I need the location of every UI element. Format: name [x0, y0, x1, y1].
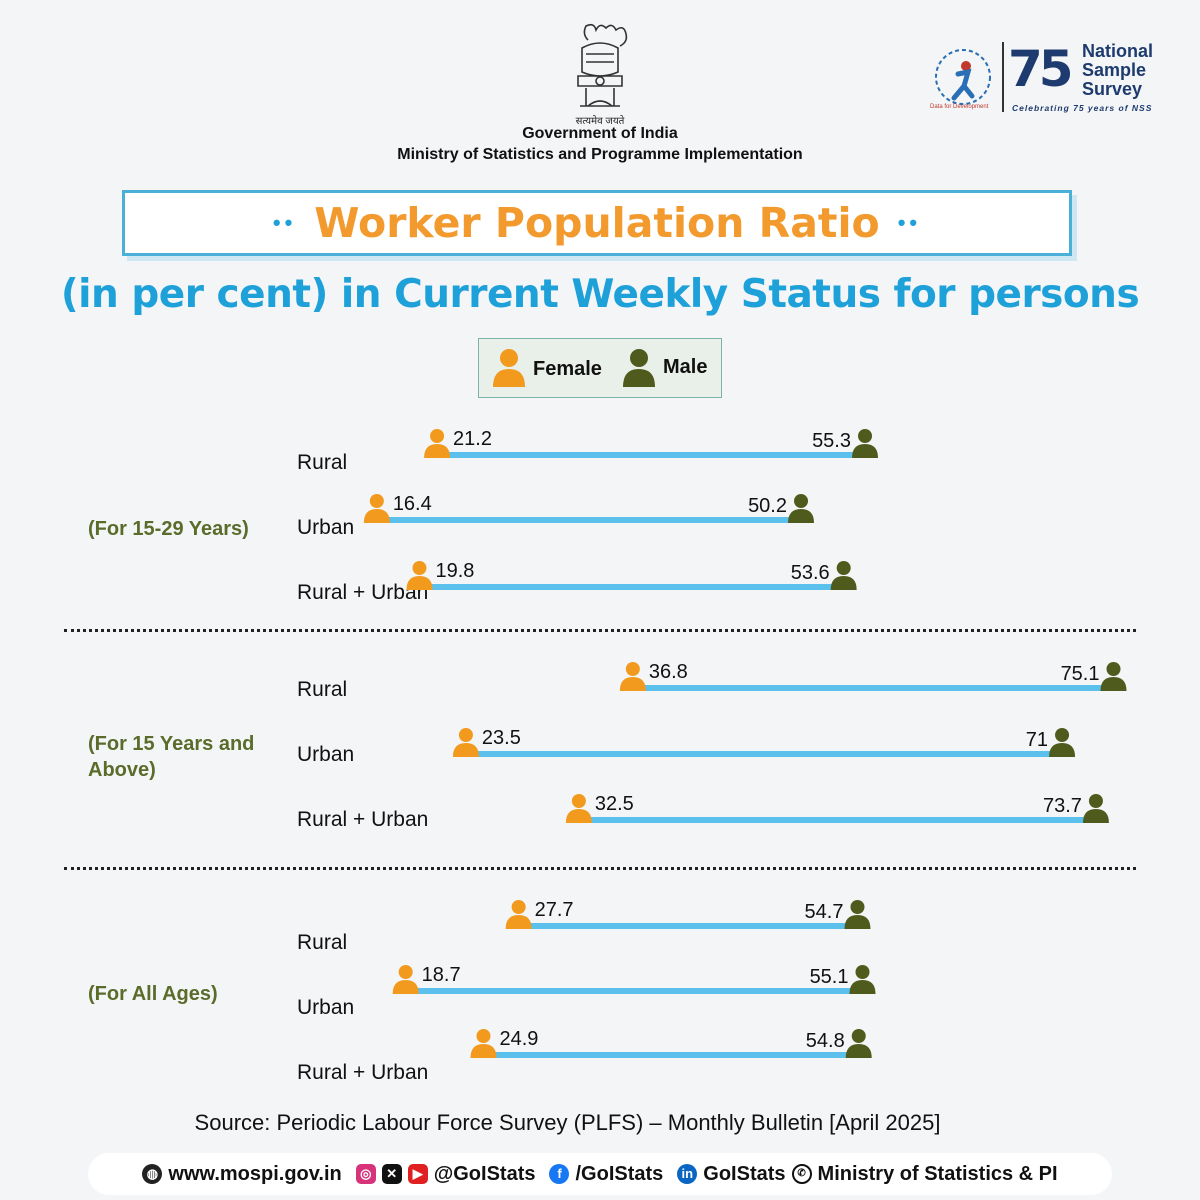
male-marker	[1082, 794, 1109, 823]
female-value-label: 19.8	[435, 560, 474, 582]
group-label-15-above: (For 15 Years and Above)	[88, 733, 255, 781]
chart-legend: Female Male	[478, 338, 722, 398]
title-dots-left: ••	[272, 210, 297, 235]
row-label: Urban	[297, 743, 355, 766]
female-marker	[565, 794, 592, 823]
male-marker	[849, 965, 876, 994]
female-value-label: 32.5	[595, 793, 634, 815]
row-label: Rural	[297, 451, 348, 474]
national-motto: सत्यमेव जयते	[575, 116, 625, 127]
male-marker	[830, 561, 857, 590]
group-label-all-ages: (For All Ages)	[88, 983, 218, 1005]
legend-female-label: Female	[533, 358, 602, 380]
row-label: Rural	[297, 931, 348, 954]
group-separator	[64, 629, 1136, 632]
instagram-icon[interactable]: ◎	[355, 1164, 376, 1184]
title-box: •• Worker Population Ratio ••	[122, 190, 1072, 256]
female-value-label: 27.7	[535, 899, 574, 921]
male-value-label: 54.7	[805, 901, 844, 923]
chart-subtitle: (in per cent) in Current Weekly Status f…	[60, 272, 1140, 317]
male-value-label: 54.8	[806, 1030, 845, 1052]
linkedin-handle[interactable]: GoIStats	[703, 1162, 786, 1185]
female-marker	[619, 662, 646, 691]
female-marker	[470, 1029, 497, 1058]
female-marker	[424, 429, 451, 458]
row-label: Rural + Urban	[297, 808, 429, 831]
nso-india-logo	[935, 49, 991, 105]
row-label: Urban	[297, 516, 355, 539]
group-separator	[64, 867, 1136, 870]
row-label: Rural + Urban	[297, 581, 429, 604]
row-label: Rural + Urban	[297, 1061, 429, 1084]
row-label: Urban	[297, 996, 355, 1019]
female-marker	[392, 965, 419, 994]
facebook-handle[interactable]: /GoIStats	[575, 1162, 664, 1185]
female-value-label: 21.2	[453, 428, 492, 450]
social-handle[interactable]: @GoIStats	[433, 1162, 536, 1185]
male-value-label: 71	[1026, 729, 1048, 751]
male-person-icon	[623, 349, 655, 387]
male-value-label: 55.3	[812, 430, 851, 452]
male-value-label: 73.7	[1043, 795, 1082, 817]
male-value-label: 75.1	[1061, 663, 1100, 685]
female-marker	[363, 494, 390, 523]
female-marker	[505, 900, 532, 929]
male-marker	[1049, 728, 1076, 757]
website-link[interactable]: www.mospi.gov.in	[168, 1162, 342, 1185]
male-value-label: 53.6	[791, 562, 830, 584]
nso-tagline: Data for Development	[930, 104, 989, 110]
female-value-label: 16.4	[393, 493, 432, 515]
title-dots-right: ••	[897, 210, 922, 235]
female-person-icon	[493, 349, 525, 387]
whatsapp-channel[interactable]: Ministry of Statistics & PI	[817, 1162, 1058, 1185]
national-emblem-icon	[577, 23, 628, 107]
row-label: Rural	[297, 678, 348, 701]
group-label-15-29: (For 15-29 Years)	[88, 518, 249, 540]
footer-bar: ◍ www.mospi.gov.in ◎ ✕ ▶ @GoIStats f /Go…	[88, 1153, 1112, 1195]
legend-male-label: Male	[663, 356, 708, 378]
male-marker	[788, 494, 815, 523]
nss-title: National Sample Survey	[1082, 42, 1153, 99]
nss-75-logo: 75	[1008, 40, 1074, 98]
whatsapp-icon[interactable]: ✆	[791, 1164, 812, 1184]
female-value-label: 24.9	[499, 1028, 538, 1050]
nss-title-line-1: National	[1082, 41, 1154, 61]
logo-divider	[1002, 42, 1004, 112]
x-icon[interactable]: ✕	[381, 1164, 402, 1184]
facebook-icon[interactable]: f	[549, 1164, 570, 1184]
female-marker	[406, 561, 433, 590]
ministry-heading: Ministry of Statistics and Programme Imp…	[397, 146, 803, 163]
male-marker	[1100, 662, 1127, 691]
male-value-label: 50.2	[748, 495, 787, 517]
female-value-label: 23.5	[482, 727, 521, 749]
male-marker	[845, 1029, 872, 1058]
globe-icon: ◍	[142, 1164, 163, 1184]
male-marker	[844, 900, 871, 929]
nss-title-line-3: Survey	[1082, 79, 1143, 99]
female-marker	[452, 728, 479, 757]
linkedin-icon[interactable]: in	[677, 1164, 698, 1184]
youtube-icon[interactable]: ▶	[407, 1164, 428, 1184]
female-value-label: 36.8	[649, 661, 688, 683]
female-value-label: 18.7	[422, 964, 461, 986]
government-of-india-heading: Government of India	[522, 125, 678, 142]
nss-celebrating-text: Celebrating 75 years of NSS	[1012, 103, 1153, 113]
nss-title-line-2: Sample	[1082, 60, 1147, 80]
source-note: Source: Periodic Labour Force Survey (PL…	[194, 1110, 941, 1135]
male-marker	[852, 429, 879, 458]
male-value-label: 55.1	[810, 966, 849, 988]
chart-title: Worker Population Ratio	[314, 199, 880, 247]
